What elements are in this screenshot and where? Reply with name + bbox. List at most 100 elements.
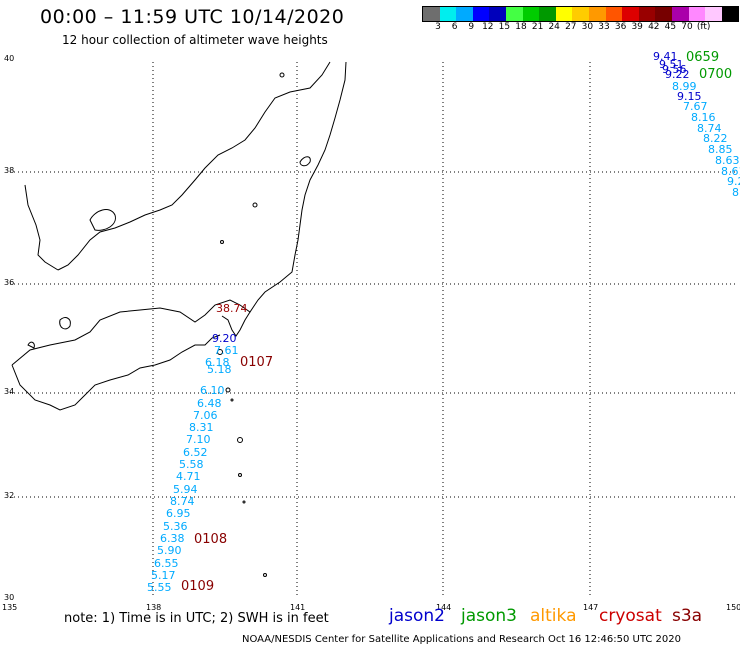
swh-value: 5.90 [157, 544, 182, 557]
satellite-legend-cryosat: cryosat [599, 606, 662, 626]
color-scale-tick: 9 [468, 22, 475, 32]
swh-value: 8.61 [721, 165, 740, 178]
swh-value: 5.18 [207, 363, 232, 376]
swh-value: 6.10 [200, 384, 225, 397]
swh-value: 5.55 [147, 581, 172, 594]
color-scale-tick: 33 [598, 22, 610, 32]
latitude-label: 32 [4, 491, 15, 500]
satellite-legend-s3a: s3a [672, 606, 703, 626]
color-scale-swatch [522, 7, 540, 21]
swh-value: 6.95 [166, 507, 191, 520]
color-scale-swatch [505, 7, 523, 21]
color-scale-tick: 18 [515, 22, 527, 32]
color-scale-tick: 3 [435, 22, 441, 32]
color-scale-tick: 39 [631, 22, 643, 32]
color-scale-tick: 36 [614, 22, 627, 32]
swh-value: 5.36 [163, 520, 188, 533]
color-scale-swatch [655, 7, 672, 21]
credit-line: NOAA/NESDIS Center for Satellite Applica… [242, 634, 681, 645]
color-scale-tick: 30 [581, 22, 594, 32]
color-scale-swatch [456, 7, 473, 21]
longitude-label: 138 [146, 603, 162, 612]
swh-value: 38.74 [216, 302, 248, 315]
color-scale-tick: 42 [648, 22, 660, 32]
swh-value: 7.10 [186, 433, 211, 446]
color-scale-swatch [539, 7, 556, 21]
swh-value: 9.22 [665, 68, 690, 81]
latitude-label: 34 [4, 387, 15, 396]
swh-value: 5.17 [151, 569, 176, 582]
color-scale-swatch [605, 7, 623, 21]
page-subtitle: 12 hour collection of altimeter wave hei… [62, 33, 328, 47]
swh-value: 9.41 [653, 50, 678, 63]
swh-value: 7.61 [214, 344, 239, 357]
track-time-label: 0109 [181, 579, 215, 594]
color-scale-swatch [472, 7, 490, 21]
swh-value: 6.18 [205, 356, 230, 369]
page-title: 00:00 – 11:59 UTC 10/14/2020 [40, 6, 345, 28]
swh-value: 6.55 [154, 557, 179, 570]
color-scale-swatch [705, 7, 722, 21]
satellite-legend-jason2: jason2 [389, 606, 445, 626]
color-scale-tick: 70 [681, 22, 693, 32]
swh-value: 9.56 [662, 63, 687, 76]
swh-value: 6.52 [183, 446, 208, 459]
color-scale-tick: 27 [565, 22, 577, 32]
latitude-label: 38 [4, 166, 15, 175]
color-scale-swatch [721, 7, 739, 21]
swh-value: 7.06 [193, 409, 218, 422]
swh-value: 6.48 [197, 397, 222, 410]
longitude-label: 141 [290, 603, 306, 612]
swh-value: 7.67 [683, 100, 708, 113]
color-scale-swatch [572, 7, 589, 21]
color-scale-swatch [489, 7, 506, 21]
color-scale-tick: 15 [498, 22, 511, 32]
longitude-label: 135 [2, 603, 18, 612]
swh-value: 9.51 [659, 58, 684, 71]
track-time-label: 0107 [240, 355, 274, 370]
swh-value: 5.58 [179, 458, 204, 471]
color-scale-bar [422, 6, 740, 22]
swh-value: 5.94 [173, 483, 198, 496]
swh-value: 8.31 [189, 421, 214, 434]
color-scale-swatch [439, 7, 457, 21]
graticule [10, 62, 735, 598]
footer-note: note: 1) Time is in UTC; 2) SWH is in fe… [64, 611, 329, 626]
color-scale-tick: 45 [664, 22, 677, 32]
satellite-legend-jason3: jason3 [461, 606, 517, 626]
swh-value: 4.71 [176, 470, 201, 483]
swh-value: 9.2 [727, 175, 740, 188]
track-time-label: 0700 [699, 67, 733, 82]
latitude-label: 30 [4, 593, 15, 602]
color-scale-tick: 12 [482, 22, 494, 32]
color-scale-swatch [638, 7, 656, 21]
color-scale-tick: 6 [451, 22, 458, 32]
longitude-label: 150 [726, 603, 740, 612]
longitude-label: 144 [436, 603, 452, 612]
coastline [11, 61, 347, 577]
swh-value: 8.74 [170, 495, 195, 508]
track-time-label: 0659 [686, 50, 720, 65]
swh-value: 8.85 [708, 143, 733, 156]
latitude-label: 36 [4, 278, 15, 287]
latitude-label: 40 [4, 54, 15, 63]
color-scale-tick: 21 [531, 22, 544, 32]
color-scale-unit: (ft) [696, 22, 711, 32]
color-scale-tick: 24 [548, 22, 560, 32]
color-scale-swatch [423, 7, 440, 21]
swh-value: 9.15 [677, 90, 702, 103]
swh-value: 8.74 [697, 122, 722, 135]
color-scale-swatch [555, 7, 573, 21]
color-scale-swatch [622, 7, 639, 21]
satellite-legend-altika: altika [530, 606, 577, 626]
swh-value: 8 [732, 186, 739, 199]
swh-value: 9.20 [212, 332, 237, 345]
color-scale-swatch [688, 7, 706, 21]
color-scale-swatch [671, 7, 689, 21]
swh-value: 8.63 [715, 154, 740, 167]
track-time-label: 0108 [194, 532, 228, 547]
swh-value: 8.99 [672, 80, 697, 93]
swh-value: 6.38 [160, 532, 185, 545]
swh-value: 8.22 [703, 132, 728, 145]
